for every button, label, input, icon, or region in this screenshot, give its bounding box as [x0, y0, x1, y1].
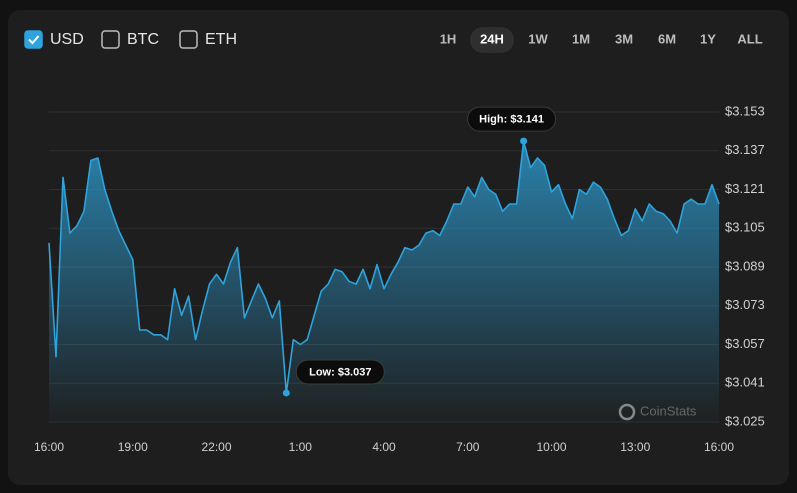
y-tick-label: $3.153 — [725, 103, 765, 118]
high-tooltip: High: $3.141 — [479, 113, 544, 125]
low-tooltip: Low: $3.037 — [309, 366, 371, 378]
high-marker — [520, 137, 528, 145]
checkbox[interactable] — [101, 30, 120, 49]
checkbox[interactable] — [179, 30, 198, 49]
y-tick-label: $3.137 — [725, 142, 765, 157]
range-button[interactable]: 1M — [572, 31, 590, 46]
check-mark — [28, 35, 40, 45]
x-tick-label: 10:00 — [536, 440, 566, 454]
checkbox-label[interactable]: USD — [50, 31, 84, 48]
range-button[interactable]: ALL — [737, 31, 762, 46]
range-button[interactable]: 24H — [480, 31, 504, 46]
y-tick-label: $3.105 — [725, 220, 765, 235]
x-tick-label: 16:00 — [34, 440, 64, 454]
low-tooltip-box — [295, 359, 385, 385]
x-tick-label: 1:00 — [289, 440, 313, 454]
range-button[interactable]: 1H — [440, 31, 457, 46]
y-tick-label: $3.025 — [725, 413, 765, 428]
range-button[interactable]: 6M — [658, 31, 676, 46]
range-button[interactable]: 3M — [615, 31, 633, 46]
y-tick-label: $3.057 — [725, 336, 765, 351]
y-tick-label: $3.089 — [725, 258, 765, 273]
high-tooltip-box — [467, 106, 557, 132]
area-fill — [49, 141, 719, 422]
range-button[interactable]: 1W — [528, 31, 548, 46]
price-line — [48, 140, 720, 394]
y-tick-label: $3.073 — [725, 297, 765, 312]
checkbox-label[interactable]: ETH — [205, 31, 237, 48]
x-tick-label: 22:00 — [201, 440, 231, 454]
checkbox[interactable] — [24, 30, 43, 49]
x-tick-label: 4:00 — [372, 440, 396, 454]
range-button[interactable]: 1Y — [700, 31, 716, 46]
x-tick-label: 19:00 — [118, 440, 148, 454]
y-tick-label: $3.041 — [725, 375, 765, 390]
x-tick-label: 16:00 — [704, 440, 734, 454]
y-tick-label: $3.121 — [725, 181, 765, 196]
x-tick-label: 13:00 — [620, 440, 650, 454]
low-marker — [282, 389, 290, 397]
range-button-selected[interactable] — [470, 27, 514, 53]
checkbox-label[interactable]: BTC — [127, 31, 159, 48]
x-tick-label: 7:00 — [456, 440, 480, 454]
